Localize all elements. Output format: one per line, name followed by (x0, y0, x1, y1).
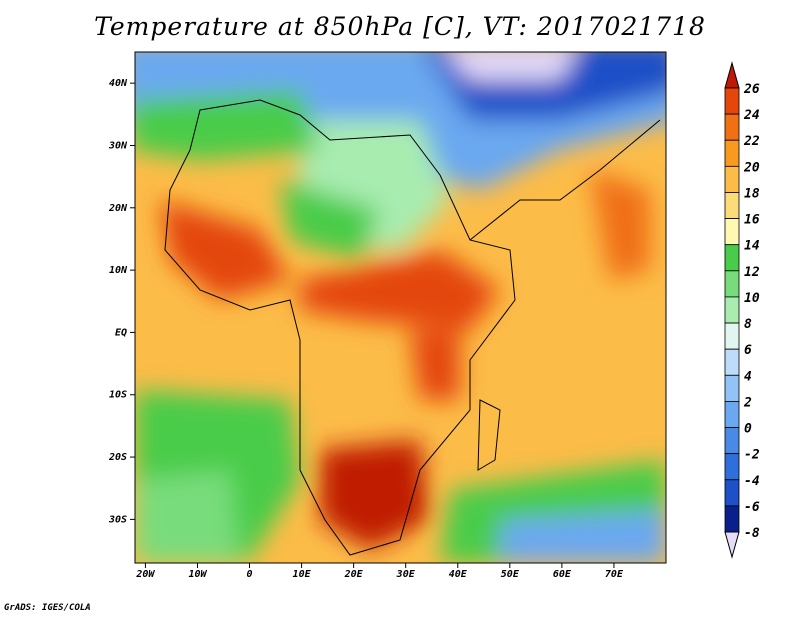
x-tick-label-6: 40E (449, 569, 468, 580)
colorbar-swatch-16 (724, 505, 740, 533)
colorbar-label-3: 20 (743, 160, 760, 175)
colorbar-swatch-4 (724, 192, 740, 219)
colorbar-min-triangle (724, 531, 740, 559)
x-tick-label-2: 0 (247, 569, 253, 580)
colorbar-swatch-10 (724, 348, 740, 376)
y-tick-label-7: 30S (108, 514, 127, 525)
colorbar-swatch-11 (724, 374, 740, 402)
y-axis: 40N 30N 20N 10N EQ 10S 20S 30S (108, 78, 135, 525)
y-tick-label-3: 10N (109, 265, 128, 276)
colorbar-label-9: 8 (744, 317, 752, 332)
x-tick-label-8: 60E (553, 569, 572, 580)
colorbar-label-0: 26 (743, 82, 760, 97)
chart-title: Temperature at 850hPa [C], VT: 201702171… (94, 12, 706, 41)
colorbar-label-11: 4 (744, 369, 752, 384)
colorbar-swatch-8 (724, 296, 740, 324)
colorbar-swatch-13 (724, 427, 740, 455)
x-axis: 20W 10W 0 10E 20E 30E 40E 50E 60E 70E (135, 563, 624, 580)
x-tick-label-1: 10W (188, 569, 207, 580)
colorbar-swatch-5 (724, 218, 740, 246)
colorbar-swatch-0 (724, 87, 740, 115)
x-tick-label-7: 50E (501, 569, 520, 580)
colorbar-max-triangle (724, 61, 740, 89)
colorbar-label-14: -2 (744, 448, 760, 463)
colorbar-swatch-3 (724, 165, 740, 193)
colorbar-label-7: 12 (744, 265, 760, 280)
colorbar-label-17: -8 (744, 526, 760, 541)
y-tick-label-5: 10S (109, 390, 127, 401)
x-tick-label-5: 30E (396, 569, 416, 580)
colorbar-swatch-14 (724, 453, 740, 481)
colorbar-swatch-6 (724, 244, 740, 272)
colorbar-swatch-9 (724, 322, 740, 350)
colorbar-swatch-1 (724, 113, 740, 141)
x-tick-label-9: 70E (605, 569, 624, 580)
y-tick-label-6: 20S (108, 452, 127, 463)
x-tick-label-0: 20W (135, 569, 155, 580)
colorbar-swatch-15 (724, 479, 740, 507)
country-outlines (164, 99, 661, 556)
plot-frame (134, 51, 667, 564)
colorbar-label-5: 16 (744, 213, 760, 228)
colorbar-swatch-2 (724, 139, 740, 167)
temperature-field (135, 52, 666, 563)
colorbar-label-16: -6 (744, 500, 760, 515)
footer-credit: GrADS: IGES/COLA (4, 603, 91, 613)
colorbar-label-1: 24 (743, 108, 760, 123)
colorbar-swatch-12 (724, 401, 740, 428)
colorbar-label-2: 22 (743, 134, 760, 149)
y-tick-label-4: EQ (115, 327, 127, 338)
y-tick-label-1: 30N (108, 140, 128, 151)
colorbar-label-15: -4 (744, 474, 760, 489)
y-tick-label-0: 40N (109, 78, 128, 89)
colorbar-label-10: 6 (744, 343, 752, 358)
x-tick-label-4: 20E (344, 569, 364, 580)
colorbar-label-6: 14 (744, 239, 760, 254)
colorbar-label-4: 18 (744, 186, 760, 201)
colorbar-label-8: 10 (744, 291, 760, 306)
x-tick-label-3: 10E (293, 569, 312, 580)
colorbar-label-13: 0 (744, 422, 752, 437)
y-tick-label-2: 20N (108, 203, 128, 214)
colorbar-label-12: 2 (743, 395, 752, 410)
colorbar-swatch-7 (724, 270, 740, 298)
